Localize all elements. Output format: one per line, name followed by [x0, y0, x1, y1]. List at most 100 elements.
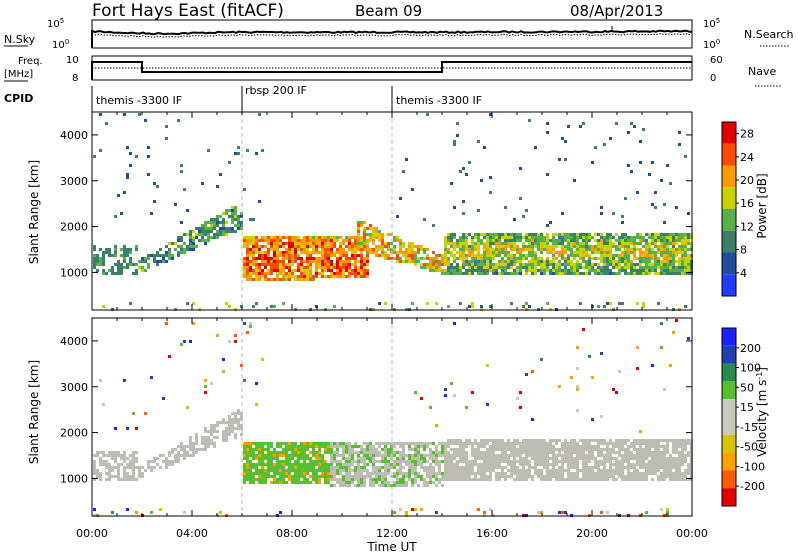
power-cell: [657, 302, 660, 305]
velocity-cell: [453, 475, 456, 478]
velocity-cell: [294, 472, 297, 475]
velocity-cell: [369, 442, 372, 445]
power-cell: [579, 254, 582, 257]
power-cell: [189, 230, 192, 233]
power-cell: [459, 236, 462, 239]
power-cell: [477, 254, 480, 257]
velocity-cell: [369, 472, 372, 475]
power-cell: [399, 239, 402, 242]
power-cell: [654, 272, 657, 275]
velocity-cell: [393, 454, 396, 457]
velocity-cell: [489, 448, 492, 451]
power-cell: [576, 239, 579, 242]
power-cell: [687, 236, 690, 239]
velocity-cell: [444, 469, 447, 472]
velocity-cell: [408, 472, 411, 475]
power-cell: [561, 263, 564, 266]
velocity-cell: [429, 442, 432, 445]
power-cell: [378, 236, 381, 239]
velocity-cell: [462, 469, 465, 472]
velocity-cell: [573, 478, 576, 481]
velocity-cell: [627, 448, 630, 451]
velocity-cell: [381, 442, 384, 445]
power-cell: [249, 260, 252, 263]
velocity-cell: [666, 457, 669, 460]
power-cell: [546, 245, 549, 248]
power-cell: [495, 236, 498, 239]
velocity-cell: [252, 466, 255, 469]
power-cell: [666, 269, 669, 272]
velocity-cell: [249, 475, 252, 478]
velocity-cell: [303, 475, 306, 478]
power-cell: [501, 251, 504, 254]
velocity-cell: [582, 454, 585, 457]
power-cell: [186, 209, 189, 212]
velocity-cell: [288, 478, 291, 481]
power-cell: [636, 191, 639, 194]
power-cell: [273, 239, 276, 242]
velocity-cell: [405, 442, 408, 445]
velocity-cell: [171, 448, 174, 451]
power-cell: [171, 254, 174, 257]
velocity-cell: [342, 442, 345, 445]
velocity-cell: [294, 463, 297, 466]
velocity-cell: [273, 472, 276, 475]
power-cell: [501, 266, 504, 269]
velocity-cell: [486, 460, 489, 463]
velocity-cell: [126, 466, 129, 469]
velocity-cell: [477, 508, 480, 511]
velocity-cell: [447, 463, 450, 466]
power-cell: [267, 248, 270, 251]
power-cell: [117, 266, 120, 269]
velocity-cell: [387, 481, 390, 484]
velocity-cell: [255, 403, 258, 406]
colorbar-tick-label: 16: [740, 197, 754, 210]
velocity-cell: [315, 457, 318, 460]
power-cell: [582, 260, 585, 263]
power-cell: [321, 269, 324, 272]
power-cell: [246, 263, 249, 266]
power-cell: [606, 257, 609, 260]
velocity-cell: [405, 460, 408, 463]
velocity-cell: [150, 376, 153, 379]
power-cell: [162, 260, 165, 263]
velocity-cell: [639, 457, 642, 460]
velocity-cell: [492, 469, 495, 472]
velocity-cell: [630, 445, 633, 448]
power-cell: [300, 275, 303, 278]
power-cell: [546, 266, 549, 269]
velocity-cell: [270, 457, 273, 460]
velocity-cell: [687, 463, 690, 466]
velocity-cell: [135, 466, 138, 469]
velocity-cell: [624, 466, 627, 469]
power-cell: [327, 266, 330, 269]
power-cell: [378, 245, 381, 248]
velocity-cell: [270, 469, 273, 472]
velocity-cell: [669, 454, 672, 457]
velocity-cell: [93, 508, 96, 511]
velocity-cell: [627, 463, 630, 466]
power-cell: [156, 185, 159, 188]
velocity-cell: [255, 466, 258, 469]
velocity-cell: [438, 454, 441, 457]
velocity-cell: [372, 466, 375, 469]
power-cell: [420, 257, 423, 260]
power-cell: [138, 260, 141, 263]
power-cell: [306, 260, 309, 263]
power-cell: [288, 260, 291, 263]
power-cell: [528, 239, 531, 242]
velocity-cell: [516, 469, 519, 472]
velocity-cell: [393, 442, 396, 445]
velocity-cell: [411, 448, 414, 451]
velocity-cell: [588, 472, 591, 475]
velocity-cell: [603, 469, 606, 472]
power-cell: [663, 266, 666, 269]
power-cell: [606, 254, 609, 257]
velocity-cell: [471, 391, 474, 394]
power-cell: [276, 272, 279, 275]
power-cell: [525, 239, 528, 242]
velocity-cell: [360, 460, 363, 463]
velocity-cell: [378, 466, 381, 469]
velocity-cell: [264, 469, 267, 472]
power-cell: [222, 212, 225, 215]
